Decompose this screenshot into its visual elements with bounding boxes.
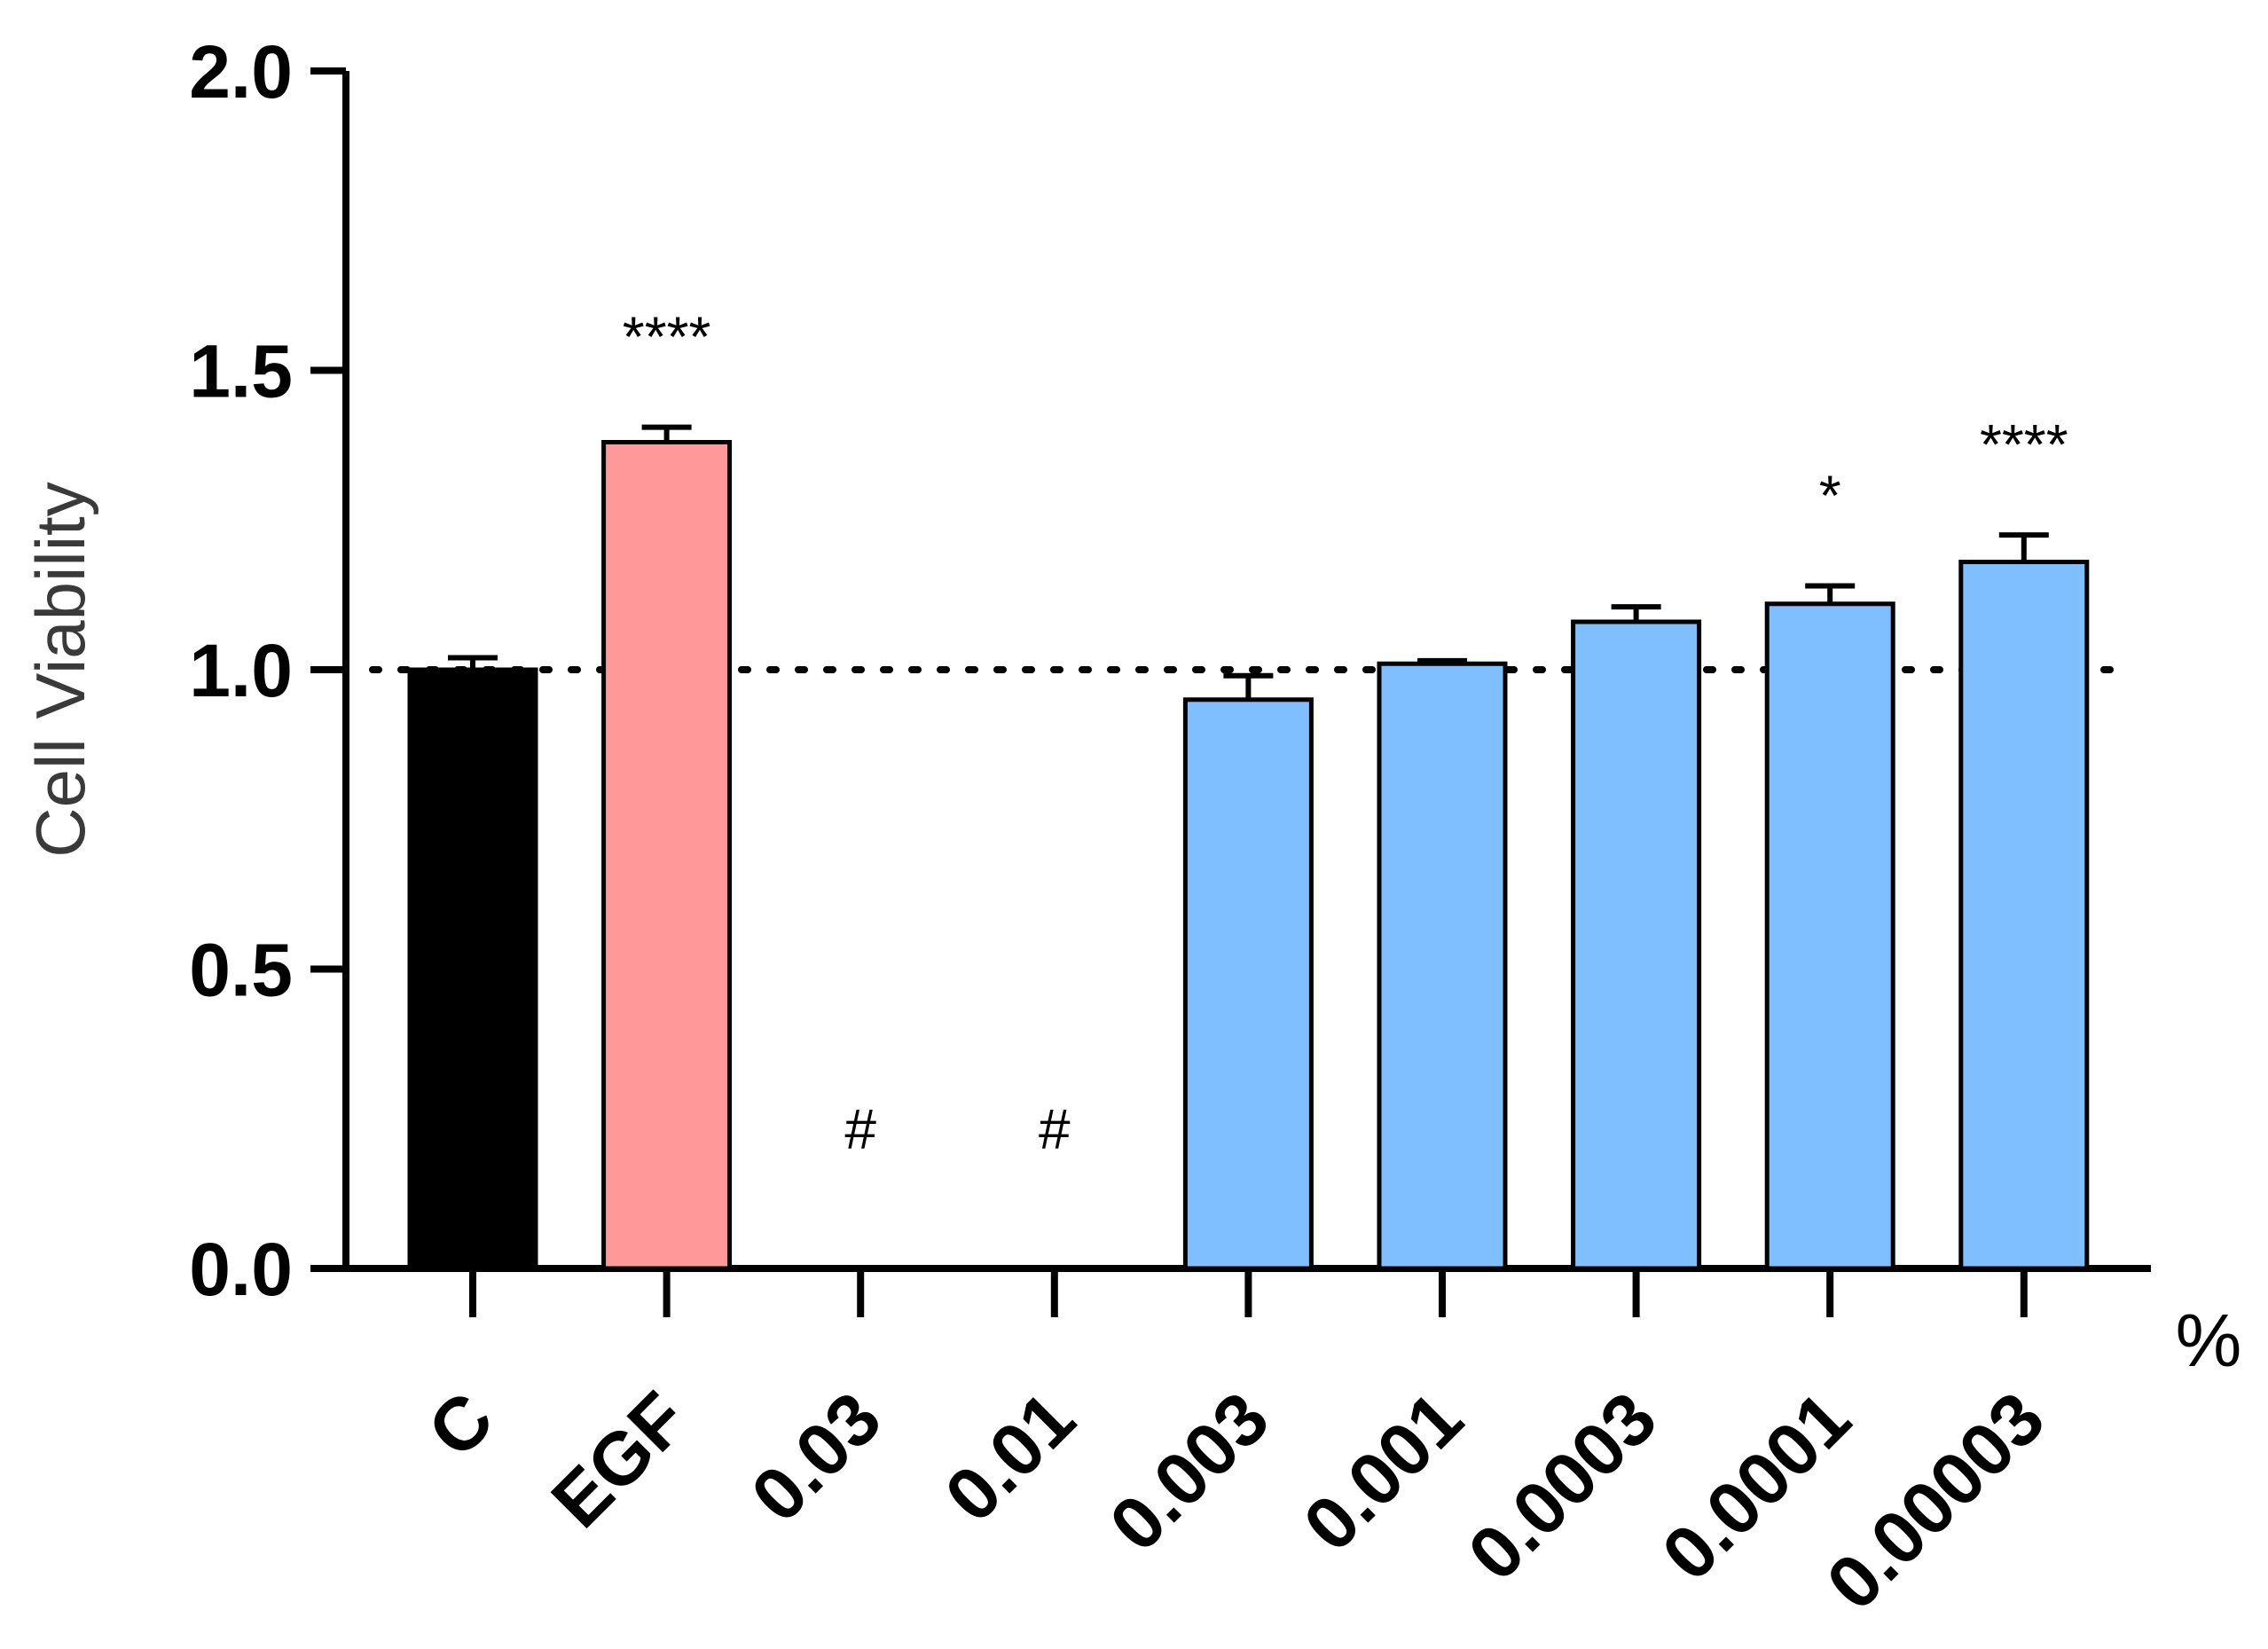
- significance-marker: ****: [623, 305, 711, 369]
- y-tick-label: 0.5: [189, 929, 293, 1012]
- x-category-label: 0.03: [735, 1376, 897, 1537]
- x-category-label: 0.003: [1094, 1376, 1284, 1567]
- bar: [1958, 560, 2090, 1271]
- x-category-label: 0.00003: [1810, 1376, 2060, 1625]
- x-category-label: 0.001: [1288, 1376, 1479, 1567]
- y-tick-label: 1.5: [189, 330, 293, 413]
- x-category-label: EGF: [536, 1376, 703, 1543]
- bar: [1764, 601, 1895, 1271]
- y-axis: 0.0 0.5 1.0 1.5 2.0: [189, 30, 349, 1311]
- bar: [1377, 661, 1508, 1271]
- significance-marker: #: [844, 1097, 876, 1161]
- bar: [1182, 697, 1314, 1271]
- y-tick-label: 2.0: [189, 30, 293, 114]
- bar: [407, 667, 538, 1271]
- bar: [1571, 619, 1702, 1271]
- x-category-label: 0.0003: [1452, 1376, 1672, 1596]
- bars-group: [369, 424, 2123, 1271]
- y-axis-label: Cell Viability: [21, 482, 99, 857]
- significance-marker: ****: [1980, 412, 2068, 476]
- bar: [601, 440, 733, 1271]
- significance-marker: *: [1819, 464, 1841, 528]
- x-unit-label: %: [2176, 1299, 2242, 1382]
- x-axis: [342, 1265, 2151, 1317]
- significance-marker: #: [1039, 1097, 1071, 1161]
- x-category-label: 0.01: [929, 1376, 1090, 1537]
- y-tick-label: 0.0: [189, 1228, 293, 1311]
- x-category-label: C: [412, 1376, 508, 1472]
- y-tick-label: 1.0: [189, 629, 293, 712]
